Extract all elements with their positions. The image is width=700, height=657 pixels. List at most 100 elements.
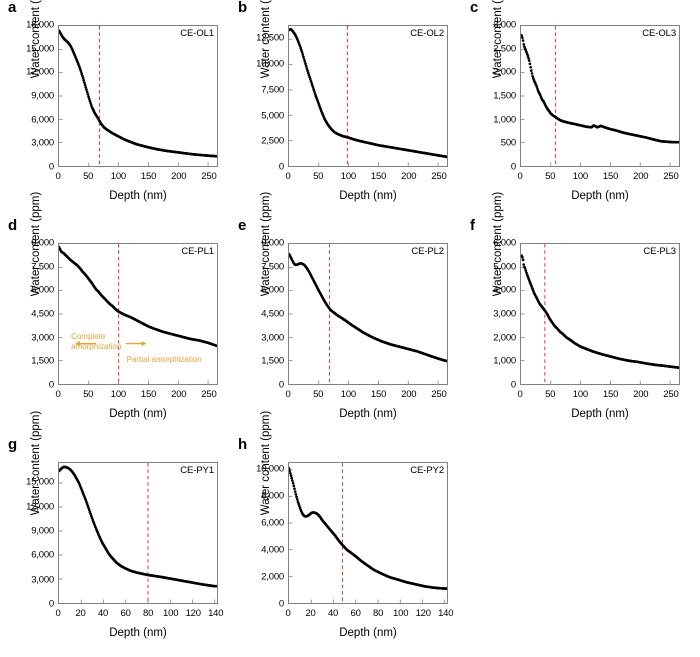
y-tick-label: 1,500 [493, 90, 516, 102]
y-tick-label: 4,500 [261, 308, 284, 320]
x-tick-label: 150 [602, 171, 619, 182]
x-tick-label: 60 [350, 608, 361, 619]
x-tick-label: 100 [110, 389, 127, 400]
y-tick-label: 12,500 [256, 32, 284, 44]
x-tick-labels: 0 50 100 150 200 250 [55, 171, 218, 185]
x-tick-labels: 0 20 40 60 80 100 120 140 [285, 608, 453, 622]
y-tick-labels: 0 3,000 6,000 9,000 12,000 15,000 [0, 462, 54, 610]
x-tick-label: 40 [327, 608, 339, 619]
y-tick-label: 0 [510, 379, 516, 391]
x-tick-label: 140 [438, 608, 454, 619]
x-tick-label: 100 [572, 171, 589, 182]
x-tick-labels: 0 50 100 150 200 250 [285, 389, 448, 403]
x-tick-label: 150 [370, 171, 387, 182]
y-tick-label: 6,000 [261, 284, 284, 296]
y-tick-label: 12,000 [26, 66, 54, 78]
y-tick-labels: 0 1,500 3,000 4,500 6,000 7,500 9,000 [0, 238, 54, 391]
x-axis-label: Depth (nm) [109, 408, 167, 420]
plot-svg [289, 26, 447, 166]
x-tick-label: 0 [55, 608, 61, 619]
y-tick-label: 9,000 [31, 525, 54, 537]
y-tick-label: 0 [278, 598, 284, 610]
y-tick-label: 10,000 [256, 463, 284, 475]
x-tick-label: 140 [208, 608, 224, 619]
x-tick-label: 50 [83, 389, 94, 400]
x-tick-label: 0 [285, 171, 291, 182]
arrow-right-icon [125, 340, 147, 347]
x-tick-label: 100 [340, 171, 357, 182]
x-tick-labels: 0 50 100 150 200 250 [55, 389, 218, 403]
y-tick-label: 9,000 [31, 237, 54, 249]
y-tick-labels: 0 1,000 2,000 3,000 4,000 5,000 6,000 [462, 238, 516, 391]
data-series-b [289, 27, 447, 159]
y-tick-label: 7,500 [261, 84, 284, 96]
plot-area-h: CE-PY2 [288, 462, 448, 604]
x-tick-label: 0 [55, 389, 61, 400]
x-tick-label: 100 [163, 608, 179, 619]
sample-label-e: CE-PL2 [411, 246, 444, 257]
y-tick-label: 0 [48, 161, 54, 173]
plot-area-c: CE-OL3 [520, 25, 680, 167]
x-tick-label: 80 [143, 608, 154, 619]
y-tick-label: 6,000 [31, 549, 54, 561]
plot-svg [59, 26, 217, 166]
x-tick-labels: 0 20 40 60 80 100 120 140 [55, 608, 223, 622]
plot-svg [289, 244, 447, 384]
y-tick-label: 2,500 [493, 43, 516, 55]
x-axis-label: Depth (nm) [571, 190, 629, 202]
x-tick-label: 40 [97, 608, 109, 619]
x-tick-label: 0 [517, 389, 523, 400]
plot-svg [521, 244, 679, 384]
plot-area-f: CE-PL3 [520, 243, 680, 385]
sample-label-a: CE-OL1 [180, 28, 214, 39]
y-tick-labels: 0 1,500 3,000 4,500 6,000 7,500 9,000 [230, 238, 284, 391]
y-tick-label: 3,000 [261, 332, 284, 344]
y-tick-label: 9,000 [31, 90, 54, 102]
y-tick-label: 5,000 [261, 110, 284, 122]
panel-f: f Water content (ppm) Depth (nm) 0 1,000 2,00… [462, 192, 692, 436]
x-tick-label: 250 [431, 389, 447, 400]
x-tick-label: 20 [75, 608, 86, 619]
x-tick-label: 200 [171, 171, 187, 182]
annotation-text: Partial amorphization [126, 355, 202, 365]
y-tick-label: 2,000 [261, 571, 284, 583]
y-tick-label: 3,000 [493, 308, 516, 320]
y-tick-label: 6,000 [31, 284, 54, 296]
panel-h: h Water content (ppm) Depth (nm) 0 2,000 4,00… [230, 411, 460, 655]
y-tick-label: 500 [500, 137, 516, 149]
sample-label-c: CE-OL3 [642, 28, 676, 39]
x-tick-label: 250 [663, 389, 679, 400]
y-tick-label: 4,000 [493, 284, 516, 296]
x-axis-label: Depth (nm) [109, 627, 167, 639]
x-tick-label: 250 [201, 389, 217, 400]
panel-e: e Water content (ppm) Depth (nm) 0 1,500 3,00… [230, 192, 460, 436]
y-tick-label: 10,000 [256, 58, 284, 70]
plot-area-a: CE-OL1 [58, 25, 218, 167]
x-tick-label: 50 [545, 171, 556, 182]
y-tick-label: 1,500 [31, 355, 54, 367]
y-tick-labels: 0 3,000 6,000 9,000 12,000 15,000 18,000 [0, 20, 54, 173]
y-tick-label: 6,000 [31, 114, 54, 126]
y-tick-label: 4,000 [261, 544, 284, 556]
x-tick-label: 200 [171, 389, 187, 400]
y-tick-label: 0 [278, 161, 284, 173]
x-tick-label: 200 [633, 389, 649, 400]
x-tick-label: 150 [140, 389, 157, 400]
panel-d: d Water content (ppm) Depth (nm) 0 1,500 3,00… [0, 192, 230, 436]
y-tick-label: 7,500 [261, 261, 284, 273]
plot-svg [59, 244, 217, 384]
panel-letter-h: h [238, 436, 248, 453]
panel-letter-a: a [8, 0, 17, 16]
y-tick-label: 4,500 [31, 308, 54, 320]
x-tick-label: 100 [393, 608, 409, 619]
y-tick-label: 15,000 [26, 476, 54, 488]
sample-label-b: CE-OL2 [410, 28, 444, 39]
plot-svg [59, 463, 217, 603]
sample-label-d: CE-PL1 [181, 246, 214, 257]
x-tick-label: 120 [185, 608, 201, 619]
x-tick-label: 200 [401, 171, 417, 182]
y-tick-label: 6,000 [493, 237, 516, 249]
y-tick-labels: 0 2,000 4,000 6,000 8,000 10,000 [230, 462, 284, 609]
data-series-f [521, 254, 679, 369]
